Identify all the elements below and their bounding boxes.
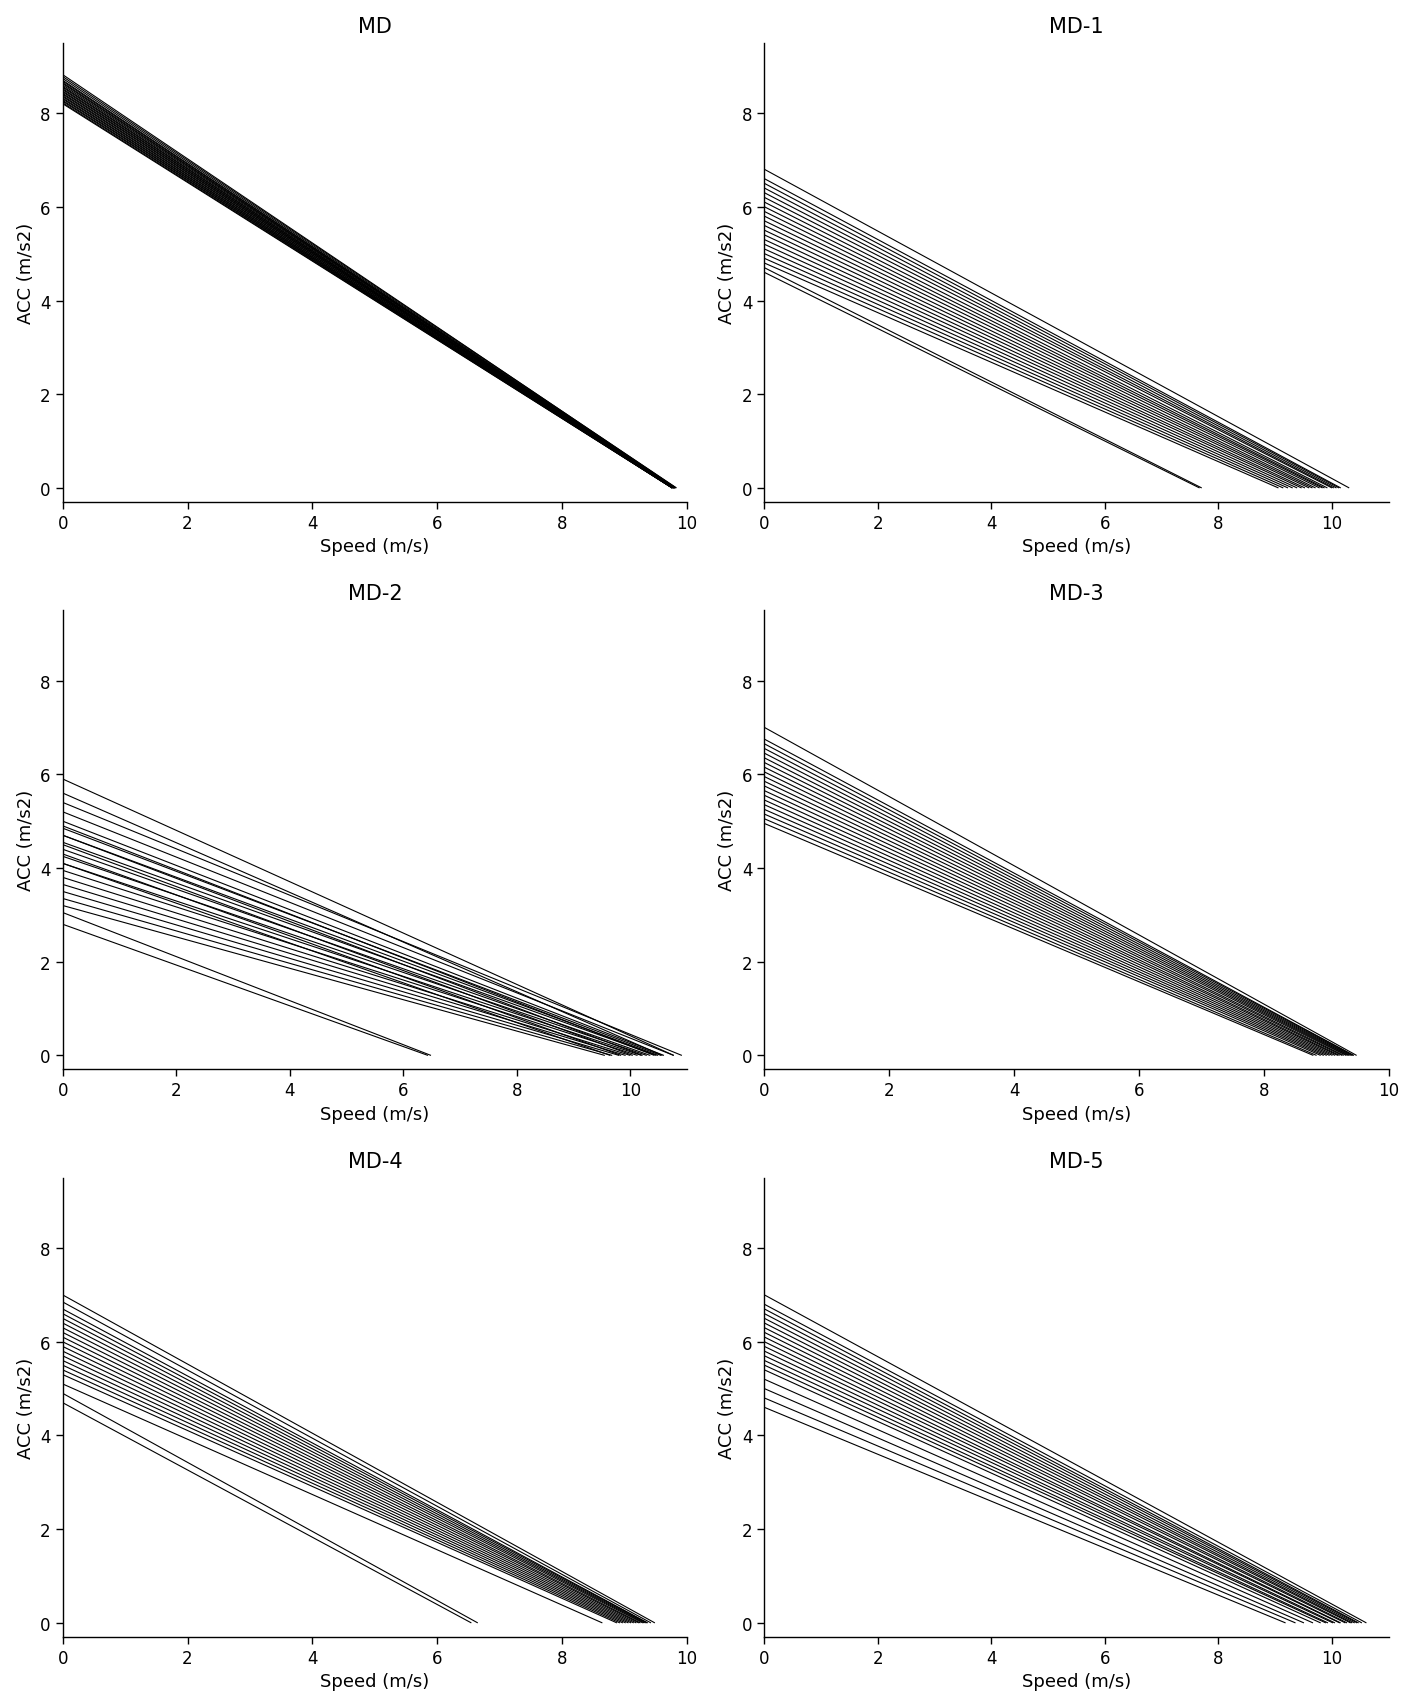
Y-axis label: ACC (m/s2): ACC (m/s2) (718, 790, 736, 891)
Y-axis label: ACC (m/s2): ACC (m/s2) (718, 1357, 736, 1458)
X-axis label: Speed (m/s): Speed (m/s) (320, 538, 429, 556)
Y-axis label: ACC (m/s2): ACC (m/s2) (17, 222, 34, 324)
Title: MD-4: MD-4 (347, 1151, 402, 1171)
Title: MD-2: MD-2 (347, 584, 402, 604)
Y-axis label: ACC (m/s2): ACC (m/s2) (17, 1357, 34, 1458)
Title: MD: MD (358, 17, 392, 36)
X-axis label: Speed (m/s): Speed (m/s) (320, 1673, 429, 1690)
Title: MD-1: MD-1 (1049, 17, 1104, 36)
Title: MD-5: MD-5 (1049, 1151, 1104, 1171)
Y-axis label: ACC (m/s2): ACC (m/s2) (718, 222, 736, 324)
Title: MD-3: MD-3 (1049, 584, 1104, 604)
X-axis label: Speed (m/s): Speed (m/s) (320, 1104, 429, 1123)
X-axis label: Speed (m/s): Speed (m/s) (1022, 538, 1131, 556)
Y-axis label: ACC (m/s2): ACC (m/s2) (17, 790, 34, 891)
X-axis label: Speed (m/s): Speed (m/s) (1022, 1104, 1131, 1123)
X-axis label: Speed (m/s): Speed (m/s) (1022, 1673, 1131, 1690)
